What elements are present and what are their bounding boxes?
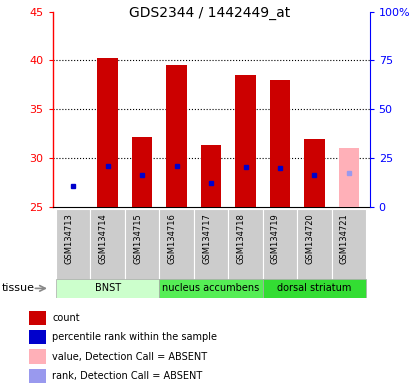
Text: GSM134717: GSM134717	[202, 213, 211, 264]
Bar	[56, 209, 90, 280]
Bar	[56, 279, 159, 298]
Text: count: count	[52, 313, 80, 323]
Text: GSM134719: GSM134719	[271, 213, 280, 263]
Bar	[201, 145, 221, 207]
Text: percentile rank within the sample: percentile rank within the sample	[52, 332, 217, 342]
Text: GDS2344 / 1442449_at: GDS2344 / 1442449_at	[129, 6, 291, 20]
Bar	[29, 330, 46, 344]
Bar	[125, 209, 159, 280]
Bar	[263, 279, 366, 298]
Bar	[235, 75, 256, 207]
Bar	[159, 209, 194, 280]
Bar	[29, 369, 46, 383]
Bar	[228, 209, 263, 280]
Bar	[339, 147, 359, 207]
Bar	[132, 137, 152, 207]
Bar	[194, 209, 228, 280]
Bar	[159, 279, 263, 298]
Bar	[90, 209, 125, 280]
Text: GSM134720: GSM134720	[305, 213, 315, 263]
Bar	[270, 80, 290, 207]
Text: GSM134715: GSM134715	[133, 213, 142, 263]
Text: GSM134721: GSM134721	[340, 213, 349, 263]
Text: rank, Detection Call = ABSENT: rank, Detection Call = ABSENT	[52, 371, 202, 381]
Bar	[297, 209, 332, 280]
Text: BNST: BNST	[94, 283, 121, 293]
Text: GSM134718: GSM134718	[236, 213, 246, 264]
Text: GSM134713: GSM134713	[64, 213, 73, 264]
Text: dorsal striatum: dorsal striatum	[277, 283, 352, 293]
Bar	[29, 349, 46, 364]
Bar	[304, 139, 325, 207]
Bar	[332, 209, 366, 280]
Bar	[166, 65, 187, 207]
Text: value, Detection Call = ABSENT: value, Detection Call = ABSENT	[52, 352, 207, 362]
Text: nucleus accumbens: nucleus accumbens	[163, 283, 260, 293]
Bar	[97, 58, 118, 207]
Text: GSM134714: GSM134714	[99, 213, 108, 263]
Text: tissue: tissue	[2, 283, 35, 293]
Text: GSM134716: GSM134716	[168, 213, 176, 264]
Bar	[263, 209, 297, 280]
Bar	[29, 311, 46, 325]
